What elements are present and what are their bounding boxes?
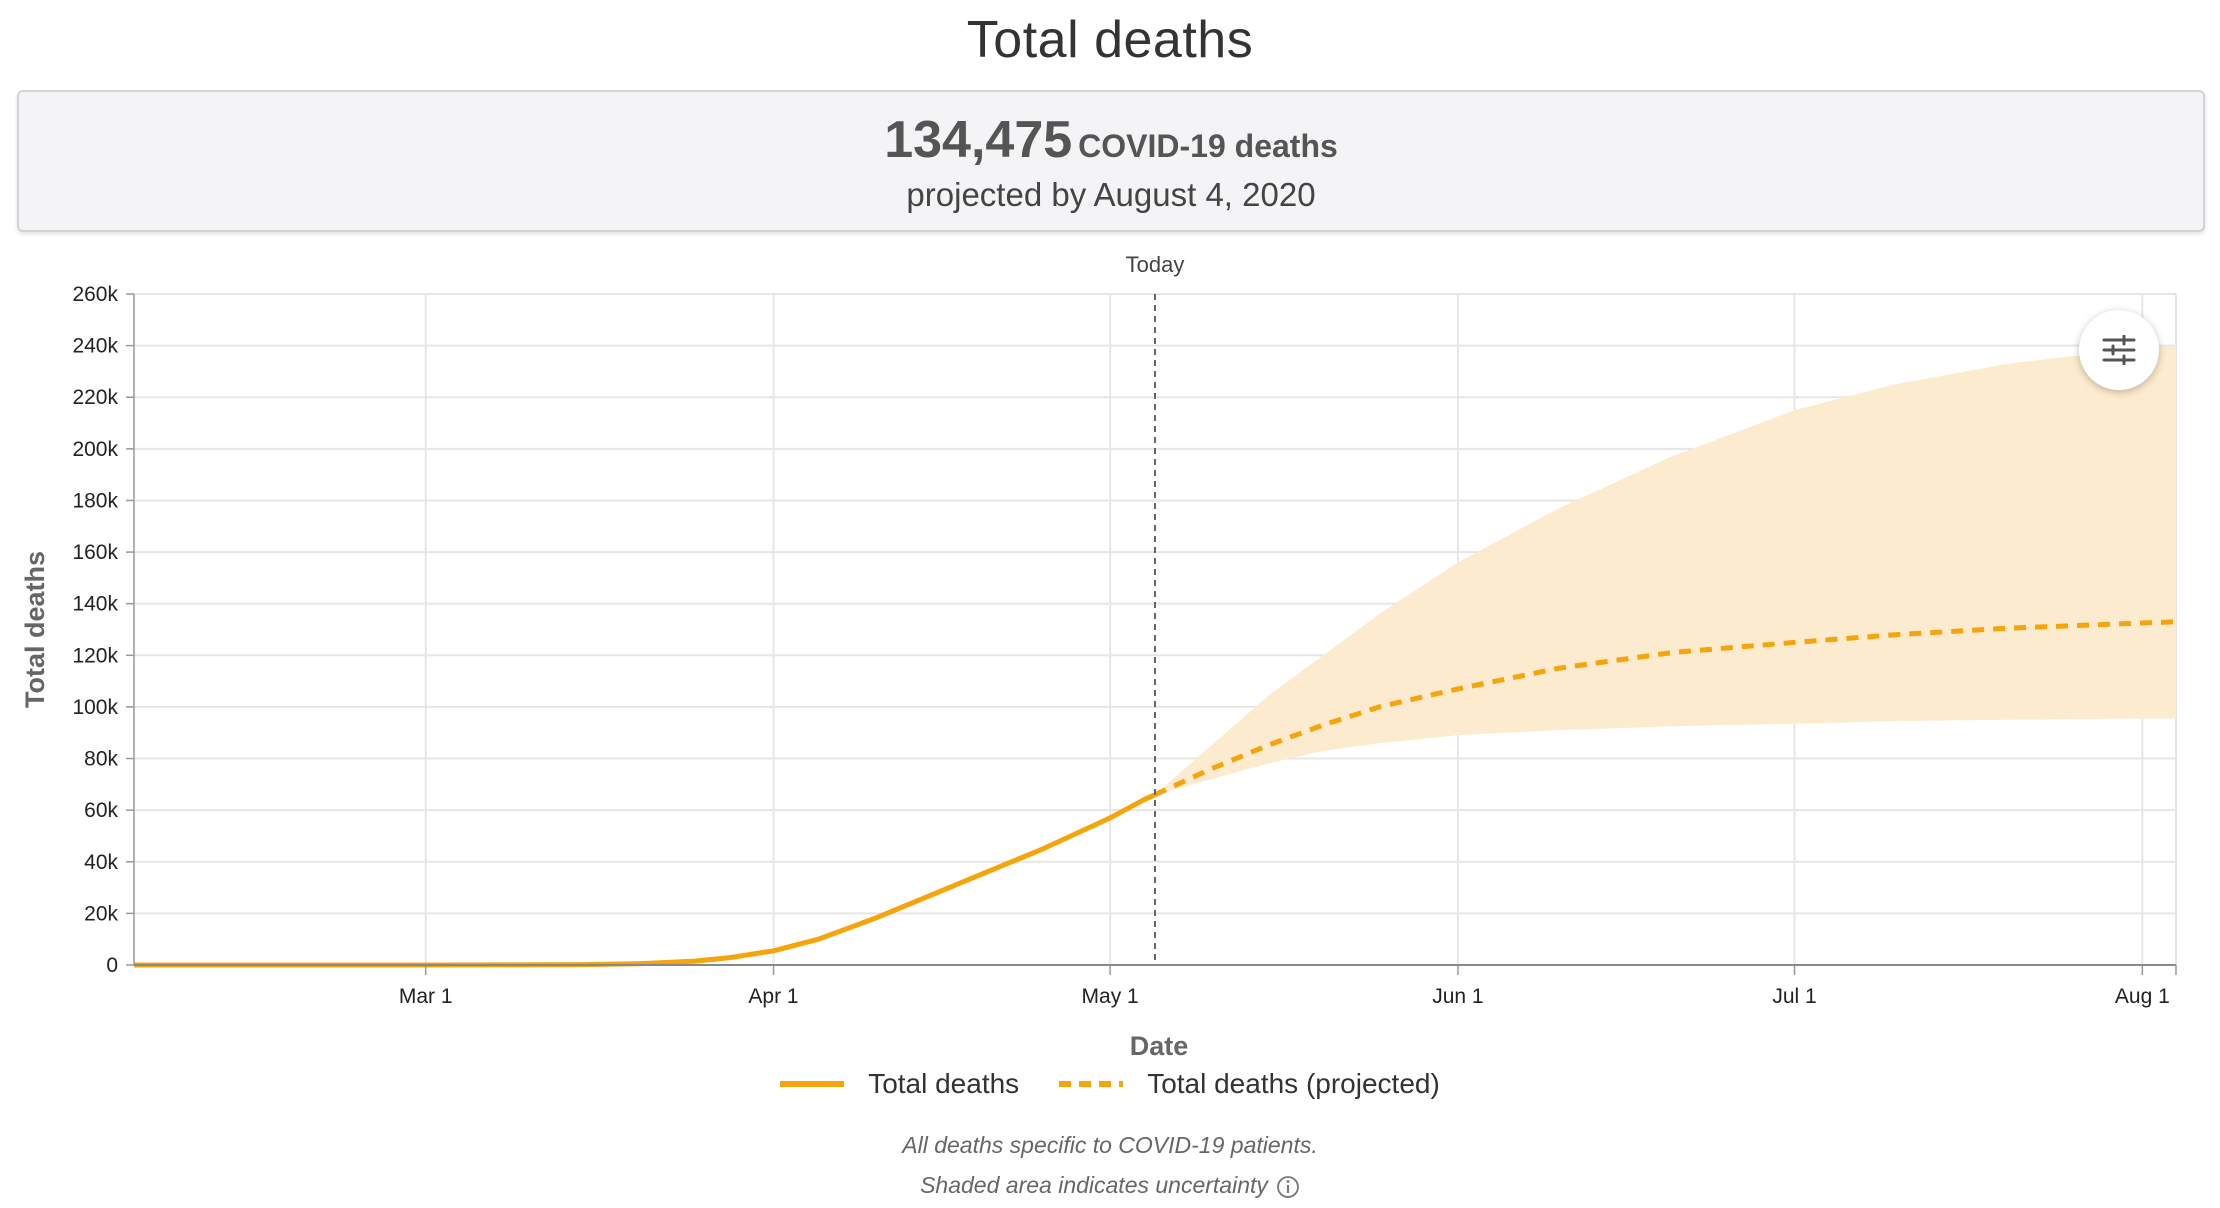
chart-settings-button[interactable] [2079,310,2159,390]
footnote-uncertainty-text: Shaded area indicates uncertainty [920,1172,1268,1198]
y-tick-label: 120k [72,644,118,667]
legend-swatch-dashed [1059,1081,1124,1087]
footnote-deaths-specific: All deaths specific to COVID-19 patients… [902,1132,1318,1158]
info-icon[interactable] [1276,1175,1300,1199]
legend-label-total-deaths-projected: Total deaths (projected) [1147,1068,1440,1099]
projected-deaths-number: 134,475 [884,111,1073,169]
y-axis-title: Total deaths [20,551,50,708]
y-tick-label: 220k [72,386,118,409]
projection-subtitle: projected by August 4, 2020 [906,176,1316,213]
x-tick-label: Apr 1 [748,985,798,1008]
legend-item-total-deaths-projected[interactable]: Total deaths (projected) [1059,1068,1440,1100]
projection-summary: 134,475 COVID-19 deaths projected by Augu… [17,90,2205,232]
sliders-icon [2102,335,2136,365]
x-tick-label: Aug 1 [2115,985,2170,1008]
x-tick-label: May 1 [1082,985,1139,1008]
y-tick-label: 40k [84,851,118,874]
label-layer: 0 20k 40k 60k 80k 100k 120k 140k 160k 180k 200k 220… [20,252,2170,1060]
series-line-projected [1153,619,2177,797]
y-tick-label: 180k [72,489,118,512]
legend-label-total-deaths: Total deaths [868,1068,1020,1099]
total-deaths-chart: 0 20k 40k 60k 80k 100k 120k 140k 160k 180k 200k 220… [20,252,2177,1060]
x-tick-label: Jul 1 [1772,985,1816,1008]
y-tick-label: 60k [84,799,118,822]
y-tick-label: 240k [72,335,118,358]
y-tick-label: 140k [72,593,118,616]
y-tick-label: 200k [72,438,118,461]
uncertainty-band [1155,345,2176,795]
uncertainty-band-layer [1155,345,2176,795]
projected-deaths-unit: COVID-19 deaths [1078,128,1338,164]
today-label: Today [1126,252,1185,277]
legend-item-total-deaths[interactable]: Total deaths [780,1068,1019,1100]
y-tick-label: 160k [72,541,118,564]
y-tick-label: 20k [84,902,118,925]
page-title: Total deaths [966,11,1254,69]
axis-layer [126,293,2177,975]
x-tick-label: Jun 1 [1432,985,1483,1008]
chart-legend: Total deaths Total deaths (projected) [0,1068,2220,1100]
footnote-uncertainty: Shaded area indicates uncertainty [0,1172,2220,1199]
y-tick-label: 260k [72,283,118,306]
legend-swatch-solid [780,1081,845,1087]
y-tick-label: 80k [84,748,118,771]
series-line-total-deaths [134,792,1157,968]
y-tick-label: 0 [106,954,118,977]
x-tick-label: Mar 1 [399,985,453,1008]
x-axis-title: Date [1130,1031,1189,1060]
y-tick-label: 100k [72,696,118,719]
